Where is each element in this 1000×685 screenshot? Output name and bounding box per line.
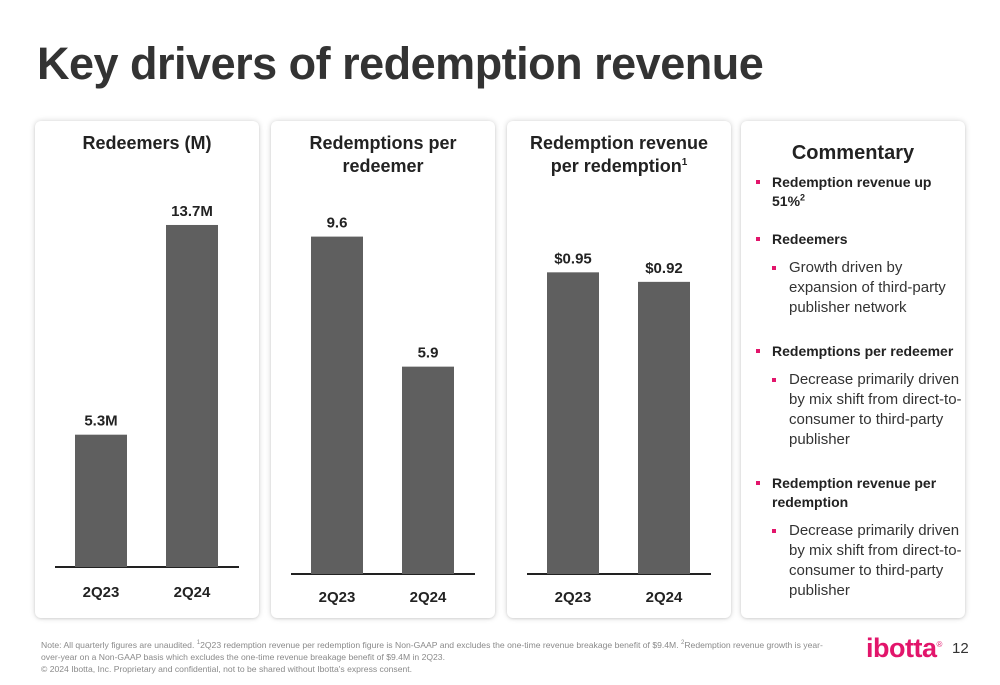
bullet-square-icon (772, 378, 776, 382)
data-label: $0.92 (645, 260, 683, 277)
bullet-square-icon (772, 529, 776, 533)
copyright: © 2024 Ibotta, Inc. Proprietary and conf… (41, 664, 413, 674)
category-tick-label: 2Q24 (174, 584, 211, 601)
bar-chart-redemptions-per-redeemer: 9.6 2Q23 5.9 2Q24 (291, 215, 475, 606)
commentary-card: Commentary Redemption revenue up 51%2 Red… (741, 121, 965, 618)
page-number: 12 (952, 640, 969, 657)
chart-card-redemptions-per-redeemer: Redemptions per redeemer 9.6 2Q23 5.9 2Q24 (271, 121, 495, 618)
commentary-heading: Redemption revenue up 51%2 (755, 173, 967, 211)
data-label: 5.9 (418, 345, 439, 362)
bar-2q24 (638, 281, 690, 574)
commentary-heading: Redeemers (755, 230, 967, 249)
bar-chart-redeemers: 5.3M 2Q23 13.7M 2Q24 (55, 203, 239, 601)
commentary-detail: Growth driven by expansion of third-part… (755, 258, 967, 318)
bar-2q24 (166, 224, 218, 567)
chart-title: Redeemers (M) (82, 133, 212, 153)
bullet-square-icon (756, 237, 760, 241)
commentary-list: Redemption revenue up 51%2 Redeemers Growt… (755, 173, 967, 625)
data-label: 13.7M (171, 203, 213, 220)
slide-title: Key drivers of redemption revenue (37, 38, 764, 89)
category-tick-label: 2Q23 (319, 589, 356, 606)
bar-2q23 (311, 236, 363, 575)
commentary-detail: Decrease primarily driven by mix shift f… (755, 370, 967, 450)
bullet-square-icon (756, 349, 760, 353)
chart-card-redeemers: Redeemers (M) 5.3M 2Q23 13.7M 2Q24 (35, 121, 259, 618)
ibotta-logo: ibotta® (866, 633, 943, 663)
chart-card-revenue-per-redemption: Redemption revenue per redemption1 $0.95… (507, 121, 731, 618)
data-label: 5.3M (84, 413, 117, 430)
trademark-icon: ® (936, 640, 943, 649)
chart-title: Redemption revenue per redemption1 (529, 133, 709, 176)
commentary-heading: Redemption revenue per redemption (755, 474, 967, 512)
bullet-square-icon (756, 481, 760, 485)
bar-2q23 (75, 434, 127, 567)
commentary-heading: Redemptions per redeemer (755, 342, 967, 361)
category-tick-label: 2Q24 (410, 589, 447, 606)
commentary-title: Commentary (791, 142, 915, 164)
bullet-square-icon (756, 180, 760, 184)
bar-chart-revenue-per-redemption: $0.95 2Q23 $0.92 2Q24 (527, 250, 711, 606)
data-label: 9.6 (327, 215, 348, 232)
category-tick-label: 2Q23 (555, 589, 592, 606)
footnote-marker: 1 (681, 157, 688, 168)
data-label: $0.95 (554, 250, 592, 267)
category-tick-label: 2Q24 (646, 589, 683, 606)
category-tick-label: 2Q23 (83, 584, 120, 601)
chart-title: Redemptions per redeemer (309, 133, 457, 176)
bar-2q23 (547, 272, 599, 574)
commentary-detail: Decrease primarily driven by mix shift f… (755, 521, 967, 601)
footnote: Note: All quarterly figures are unaudite… (41, 640, 823, 674)
bar-2q24 (402, 366, 454, 574)
bullet-square-icon (772, 266, 776, 270)
